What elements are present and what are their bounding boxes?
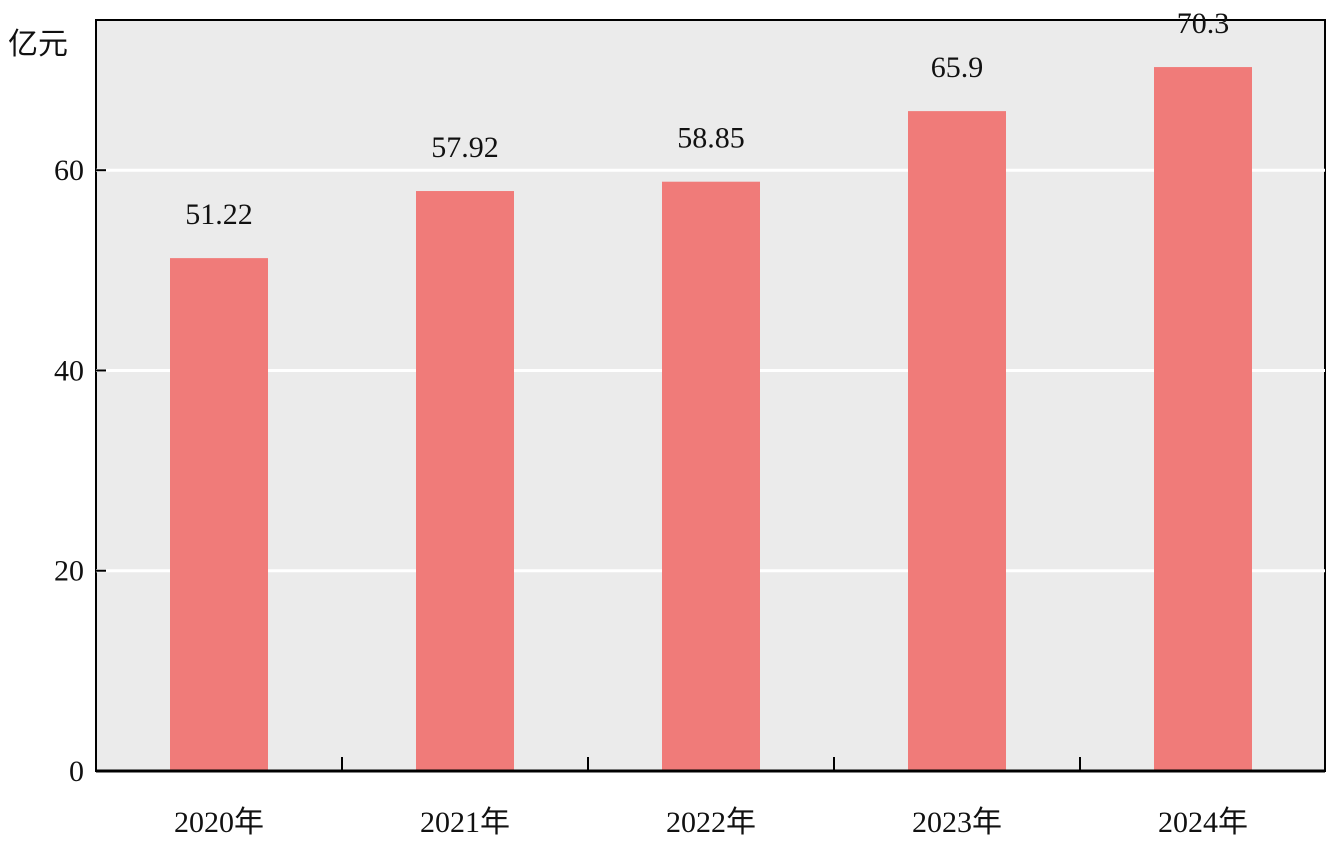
labels: 0 20 40 60 51.22 2020年 57.92 2021年 58.85 2022年 65.… — [54, 7, 1248, 839]
y-tick-label-0: 0 — [69, 755, 84, 788]
axes — [96, 169, 1325, 773]
bar-2023年 — [908, 111, 1006, 771]
x-tick-label-2020年: 2020年 — [174, 806, 264, 839]
x-tick-label-2021年: 2021年 — [420, 806, 510, 839]
data-label-2020年: 51.22 — [185, 198, 253, 231]
data-label-2024年: 70.3 — [1177, 7, 1230, 40]
x-tick-label-2022年: 2022年 — [666, 806, 756, 839]
data-label-2021年: 57.92 — [431, 131, 499, 164]
data-label-2022年: 58.85 — [677, 122, 745, 155]
x-tick-label-2024年: 2024年 — [1158, 806, 1248, 839]
bars — [170, 67, 1252, 772]
bar-2020年 — [170, 258, 268, 771]
y-tick-label-40: 40 — [54, 354, 84, 387]
y-axis-unit-label: 亿元 — [8, 28, 68, 61]
bar-2022年 — [662, 181, 760, 771]
x-tick-label-2023年: 2023年 — [912, 806, 1002, 839]
data-label-2023年: 65.9 — [931, 51, 984, 84]
y-tick-label-60: 60 — [54, 154, 84, 187]
bar-2021年 — [416, 191, 514, 772]
bar-2024年 — [1154, 67, 1252, 771]
y-tick-label-20: 20 — [54, 555, 84, 588]
